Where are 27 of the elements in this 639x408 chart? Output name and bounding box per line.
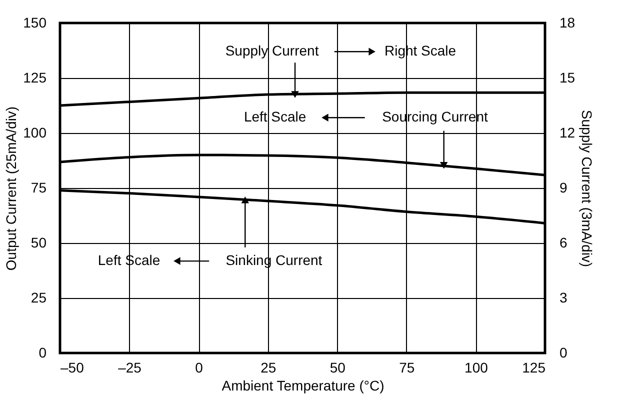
y2-tick-label: 3 — [560, 290, 568, 306]
x-tick-label: –25 — [118, 360, 142, 376]
y-axis-title: Output Current (25mA/div) — [3, 106, 20, 271]
x-tick-label: 0 — [195, 360, 204, 376]
y2-axis-title: Supply Current (3mA/div) — [579, 110, 596, 268]
y2-tick-label: 18 — [560, 14, 576, 30]
y-tick-label: 25 — [30, 290, 47, 306]
y-tick-label: 150 — [23, 14, 47, 30]
y2-tick-label: 15 — [560, 70, 576, 86]
y2-tick-label: 9 — [560, 180, 568, 196]
y2-tick-label: 0 — [560, 344, 568, 360]
y-tick-label: 100 — [23, 124, 47, 140]
y-tick-label: 75 — [30, 180, 47, 196]
x-tick-label: 25 — [260, 360, 276, 376]
y2-tick-label: 6 — [560, 234, 568, 250]
x-tick-label: 75 — [399, 360, 415, 376]
y-tick-label: 0 — [38, 344, 47, 360]
x-tick-label: 50 — [330, 360, 346, 376]
annotation: Supply Current — [225, 42, 319, 59]
x-axis-title: Ambient Temperature (°C) — [222, 378, 384, 394]
y-tick-label: 50 — [30, 234, 47, 250]
x-tick-label: 125 — [522, 360, 546, 376]
annotation: Left Scale — [244, 108, 306, 125]
y2-tick-label: 12 — [560, 124, 576, 140]
x-tick-label: –50 — [60, 360, 84, 376]
x-tick-label: 100 — [464, 360, 488, 376]
y-tick-label: 125 — [23, 70, 47, 86]
